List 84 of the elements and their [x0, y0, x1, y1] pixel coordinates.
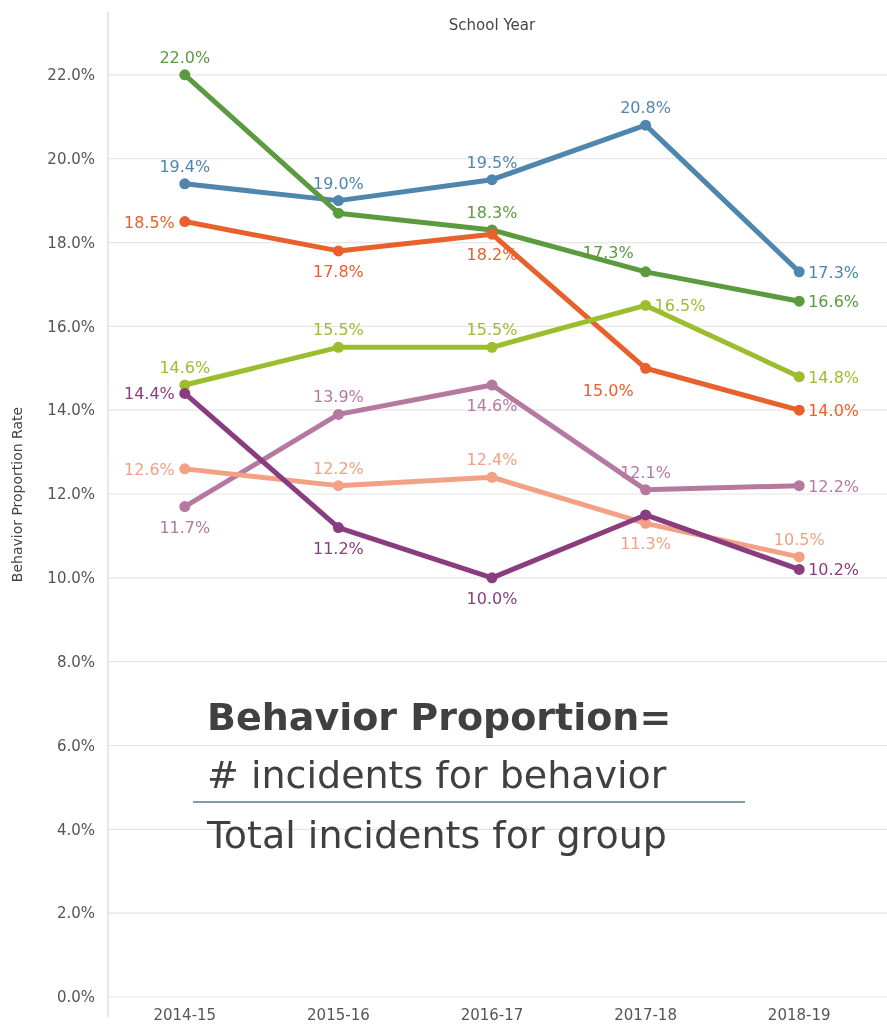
point — [793, 266, 805, 278]
x-axis-title: School Year — [448, 16, 536, 34]
data-label: 17.8% — [312, 261, 364, 281]
data-label: 22.0% — [159, 47, 211, 67]
y-tick-label: 6.0% — [56, 736, 95, 755]
point — [640, 484, 652, 496]
data-label: 12.4% — [466, 450, 518, 470]
data-label: 14.4% — [123, 384, 175, 404]
data-label: 19.4% — [159, 156, 211, 176]
data-label: 12.2% — [312, 458, 364, 478]
point — [486, 174, 498, 186]
point — [179, 216, 191, 228]
point — [179, 178, 191, 190]
data-label: 20.8% — [620, 98, 672, 118]
y-tick-label: 10.0% — [47, 569, 95, 588]
annotation: Total incidents for group — [206, 813, 667, 857]
point — [332, 522, 344, 534]
point — [640, 299, 652, 311]
point — [640, 119, 652, 131]
data-label: 12.2% — [808, 476, 860, 496]
data-label: 12.6% — [123, 459, 175, 479]
point — [332, 207, 344, 219]
point — [179, 501, 191, 513]
point — [332, 341, 344, 353]
x-tick-label: 2017-18 — [614, 1006, 677, 1024]
x-tick-label: 2014-15 — [153, 1006, 217, 1024]
y-tick-label: 2.0% — [56, 904, 95, 923]
point — [332, 408, 344, 420]
data-label: 16.6% — [808, 292, 860, 312]
x-tick-label: 2016-17 — [460, 1006, 524, 1024]
point — [793, 551, 805, 563]
point — [793, 404, 805, 416]
data-label: 18.5% — [123, 212, 175, 232]
data-label: 19.5% — [466, 152, 518, 172]
y-tick-label: 18.0% — [47, 233, 95, 252]
data-label: 15.5% — [312, 320, 364, 340]
point — [486, 471, 498, 483]
y-tick-label: 12.0% — [47, 485, 95, 504]
y-tick-label: 20.0% — [47, 149, 95, 168]
data-label: 17.3% — [808, 262, 860, 282]
point — [332, 480, 344, 492]
y-tick-label: 8.0% — [56, 652, 95, 671]
data-label: 11.7% — [159, 517, 211, 537]
point — [793, 295, 805, 307]
annotation: Behavior Proportion= — [207, 695, 672, 739]
data-label: 13.9% — [312, 387, 364, 407]
data-label: 18.3% — [466, 202, 518, 222]
point — [640, 362, 652, 374]
data-label: 14.6% — [466, 396, 518, 416]
point — [179, 463, 191, 475]
data-label: 10.5% — [773, 529, 825, 549]
point — [486, 379, 498, 391]
data-label: 15.0% — [582, 381, 634, 401]
data-label: 10.0% — [466, 588, 518, 608]
y-axis-title: Behavior Proportion Rate — [9, 406, 25, 583]
point — [486, 341, 498, 353]
data-label: 11.3% — [620, 534, 672, 554]
data-label: 16.5% — [654, 296, 706, 316]
point — [793, 371, 805, 383]
x-tick-label: 2018-19 — [767, 1006, 831, 1024]
point — [640, 509, 652, 521]
point — [179, 69, 191, 81]
y-tick-label: 16.0% — [47, 317, 95, 336]
data-label: 11.2% — [312, 538, 364, 558]
x-tick-label: 2015-16 — [307, 1006, 370, 1024]
point — [793, 480, 805, 492]
y-tick-label: 14.0% — [47, 401, 95, 420]
data-label: 14.8% — [808, 367, 860, 387]
y-tick-label: 0.0% — [56, 988, 95, 1007]
data-label: 14.6% — [159, 358, 211, 378]
data-label: 15.5% — [466, 320, 518, 340]
point — [486, 228, 498, 240]
point — [332, 195, 344, 207]
y-tick-label: 4.0% — [56, 820, 95, 839]
point — [179, 387, 191, 399]
point — [486, 572, 498, 584]
point — [640, 266, 652, 278]
point — [332, 245, 344, 257]
y-tick-label: 22.0% — [47, 66, 95, 85]
data-label: 10.2% — [808, 560, 860, 580]
point — [793, 563, 805, 575]
annotation: # incidents for behavior — [207, 753, 667, 797]
data-label: 19.0% — [312, 173, 364, 193]
data-label: 14.0% — [808, 401, 860, 421]
